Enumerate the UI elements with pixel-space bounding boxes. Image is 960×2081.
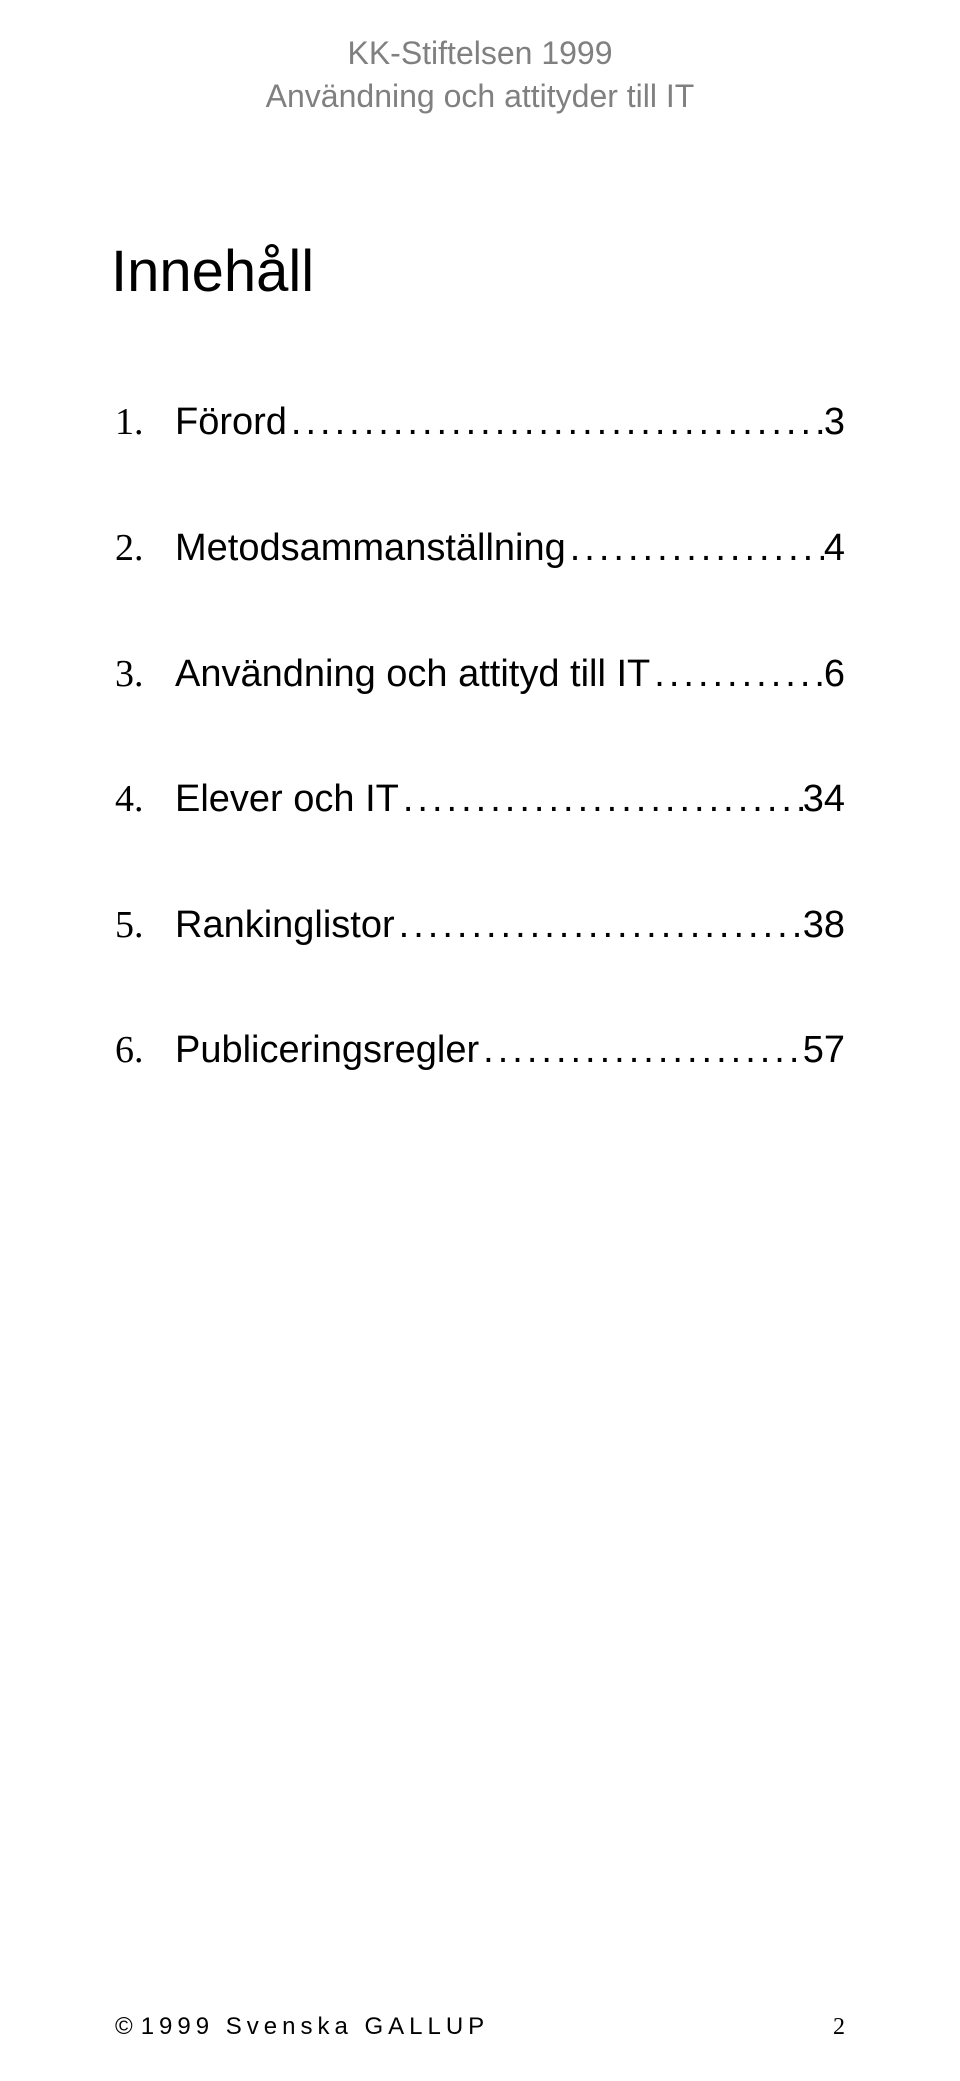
toc-number: 4. <box>115 777 175 823</box>
toc-row: 5. Rankinglistor .......................… <box>115 903 845 949</box>
header-line-1: KK-Stiftelsen 1999 <box>115 32 845 75</box>
footer-page-number: 2 <box>833 2014 845 2041</box>
toc-number: 2. <box>115 526 175 572</box>
toc-label: Publiceringsregler <box>175 1028 479 1074</box>
header-line-2: Användning och attityder till IT <box>115 75 845 118</box>
toc-number: 5. <box>115 903 175 949</box>
toc-label: Elever och IT <box>175 777 399 823</box>
toc-number: 1. <box>115 400 175 446</box>
page-header: KK-Stiftelsen 1999 Användning och attity… <box>115 32 845 118</box>
toc-page-number: 4 <box>824 526 845 572</box>
toc-label: Rankinglistor <box>175 903 395 949</box>
footer-copyright: © 1999 Svenska GALLUP <box>115 2013 489 2041</box>
toc-leader-dots: ........................................… <box>566 526 824 572</box>
page: KK-Stiftelsen 1999 Användning och attity… <box>0 0 960 2081</box>
toc-row: 1. Förord ..............................… <box>115 400 845 446</box>
toc-leader-dots: ........................................… <box>287 400 824 446</box>
toc-leader-dots: ........................................… <box>479 1028 803 1074</box>
toc-row: 4. Elever och IT .......................… <box>115 777 845 823</box>
toc-leader-dots: ........................................… <box>650 652 824 698</box>
toc-label: Användning och attityd till IT <box>175 652 650 698</box>
toc-page-number: 57 <box>803 1028 845 1074</box>
toc-page-number: 34 <box>803 777 845 823</box>
toc-number: 6. <box>115 1028 175 1074</box>
toc-leader-dots: ........................................… <box>399 777 803 823</box>
toc-page-number: 6 <box>824 652 845 698</box>
toc-leader-dots: ........................................… <box>395 903 803 949</box>
page-title: Innehåll <box>111 238 845 305</box>
toc-page-number: 38 <box>803 903 845 949</box>
toc-label: Förord <box>175 400 287 446</box>
toc-row: 6. Publiceringsregler ..................… <box>115 1028 845 1074</box>
toc-row: 3. Användning och attityd till IT ......… <box>115 652 845 698</box>
toc-label: Metodsammanställning <box>175 526 566 572</box>
page-footer: © 1999 Svenska GALLUP 2 <box>115 2013 845 2041</box>
copyright-symbol: © <box>115 2013 133 2040</box>
toc-row: 2. Metodsammanställning ................… <box>115 526 845 572</box>
toc-page-number: 3 <box>824 400 845 446</box>
table-of-contents: 1. Förord ..............................… <box>115 400 845 1074</box>
toc-number: 3. <box>115 652 175 698</box>
footer-text: 1999 Svenska GALLUP <box>141 2013 490 2040</box>
